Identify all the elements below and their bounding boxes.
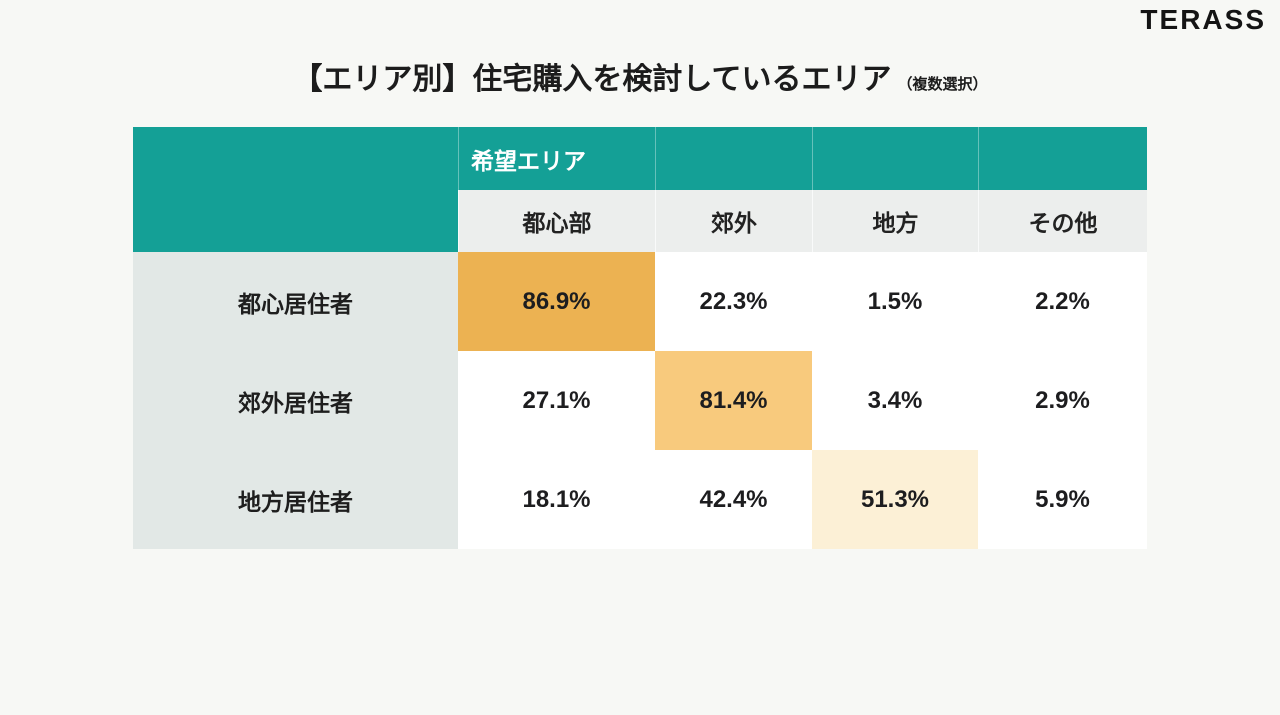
group-header-spacer-3 <box>978 127 1147 190</box>
title-main-text: 【エリア別】住宅購入を検討しているエリア <box>292 63 892 96</box>
value-cell-suburb-citycenter: 27.1% <box>458 351 655 450</box>
column-header-rural: 地方 <box>812 190 978 252</box>
corner-spacer-cell <box>133 127 458 190</box>
value-cell-city-suburbs: 22.3% <box>655 252 812 351</box>
row-label-city-residents: 都心居住者 <box>133 252 458 351</box>
table-row-rural-residents: 地方居住者 18.1% 42.4% 51.3% 5.9% <box>133 450 1147 549</box>
group-header-spacer-2 <box>812 127 978 190</box>
area-matrix-table: 希望エリア 都心部 郊外 地方 その他 都心居住者 86.9% 22.3% 1.… <box>133 127 1147 549</box>
table-row-city-residents: 都心居住者 86.9% 22.3% 1.5% 2.2% <box>133 252 1147 351</box>
table-group-header-row: 希望エリア <box>133 127 1147 190</box>
column-header-other: その他 <box>978 190 1147 252</box>
table-column-header-row: 都心部 郊外 地方 その他 <box>133 190 1147 252</box>
value-cell-suburb-other: 2.9% <box>978 351 1147 450</box>
page-title: 【エリア別】住宅購入を検討しているエリア （複数選択） <box>0 54 1280 98</box>
group-header-cell: 希望エリア <box>458 127 655 190</box>
value-cell-rural-citycenter: 18.1% <box>458 450 655 549</box>
row-label-rural-residents: 地方居住者 <box>133 450 458 549</box>
value-cell-city-other: 2.2% <box>978 252 1147 351</box>
value-cell-rural-other: 5.9% <box>978 450 1147 549</box>
value-cell-rural-suburbs: 42.4% <box>655 450 812 549</box>
group-header-spacer-1 <box>655 127 812 190</box>
table-row-suburb-residents: 郊外居住者 27.1% 81.4% 3.4% 2.9% <box>133 351 1147 450</box>
value-cell-city-citycenter: 86.9% <box>458 252 655 351</box>
value-cell-suburb-rural: 3.4% <box>812 351 978 450</box>
terass-logo: TERASS <box>1140 4 1266 35</box>
title-note-text: （複数選択） <box>897 76 988 93</box>
column-header-city-center: 都心部 <box>458 190 655 252</box>
row-label-header-cell <box>133 190 458 252</box>
row-label-suburb-residents: 郊外居住者 <box>133 351 458 450</box>
value-cell-city-rural: 1.5% <box>812 252 978 351</box>
value-cell-rural-rural: 51.3% <box>812 450 978 549</box>
column-header-suburbs: 郊外 <box>655 190 812 252</box>
value-cell-suburb-suburbs: 81.4% <box>655 351 812 450</box>
